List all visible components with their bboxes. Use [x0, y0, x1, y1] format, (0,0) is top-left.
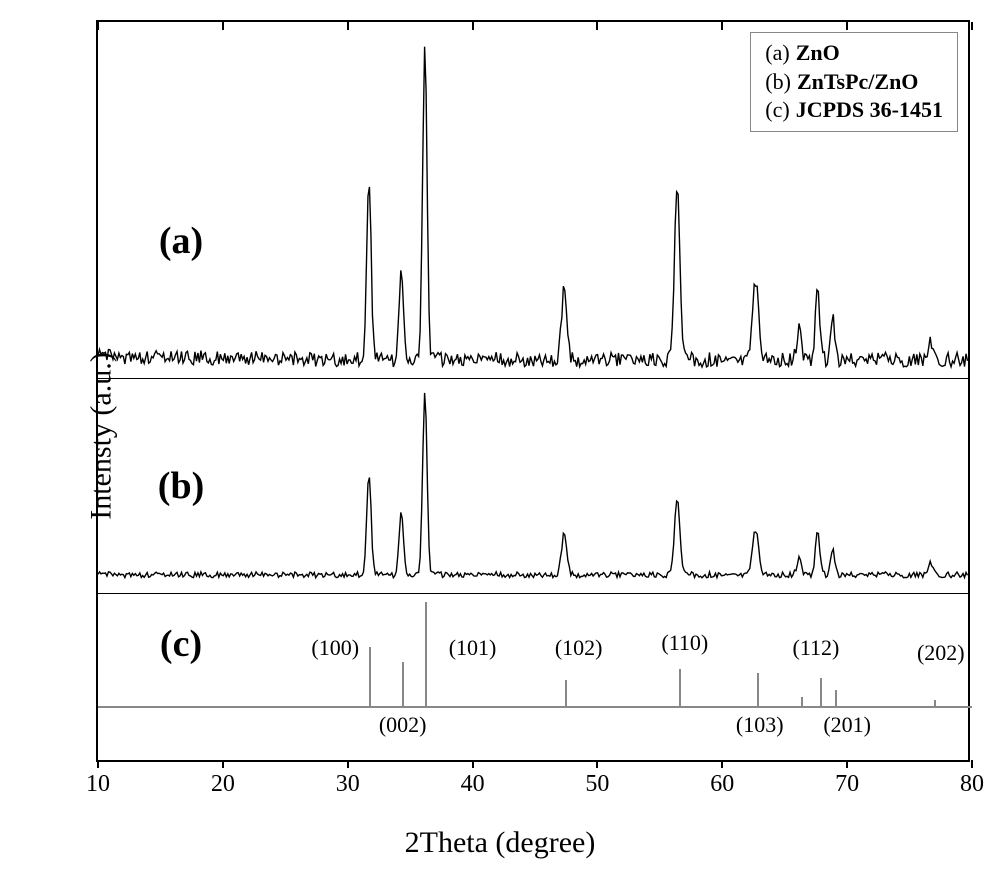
reference-peak — [369, 647, 371, 706]
trace-b — [98, 393, 968, 578]
miller-label: (202) — [917, 640, 965, 666]
reference-peak — [820, 678, 822, 706]
x-tick — [97, 760, 99, 768]
miller-label: (101) — [449, 635, 497, 661]
x-tick-label: 50 — [585, 771, 609, 798]
x-tick-top — [97, 22, 99, 30]
legend-label: ZnTsPc/ZnO — [797, 68, 918, 97]
miller-label: (112) — [793, 635, 840, 661]
legend-row: (b) ZnTsPc/ZnO — [765, 68, 943, 97]
legend-label: JCPDS 36-1451 — [796, 96, 943, 125]
reference-baseline — [98, 706, 972, 708]
reference-peak — [934, 700, 936, 706]
x-tick-top — [971, 22, 973, 30]
x-tick-top — [472, 22, 474, 30]
x-tick — [596, 760, 598, 768]
x-tick — [472, 760, 474, 768]
x-tick — [971, 760, 973, 768]
x-tick-top — [596, 22, 598, 30]
x-tick-label: 60 — [710, 771, 734, 798]
plot-area: (a) (b) (c) (100) (101) (102) (110) (112) (20… — [98, 22, 968, 760]
legend: (a) ZnO (b) ZnTsPc/ZnO (c) JCPDS 36-1451 — [750, 32, 958, 132]
x-tick — [846, 760, 848, 768]
miller-label: (110) — [661, 630, 708, 656]
chart-frame: (a) (b) (c) (100) (101) (102) (110) (112) (20… — [96, 20, 970, 762]
reference-peak — [565, 680, 567, 706]
x-tick — [347, 760, 349, 768]
legend-row: (a) ZnO — [765, 39, 943, 68]
x-tick-label: 20 — [211, 771, 235, 798]
x-tick-label: 80 — [960, 771, 984, 798]
reference-peak — [425, 602, 427, 706]
miller-label: (002) — [379, 712, 427, 738]
legend-key: (c) — [765, 96, 789, 125]
x-tick-top — [846, 22, 848, 30]
x-tick-label: 30 — [336, 771, 360, 798]
reference-peak — [801, 697, 803, 706]
legend-label: ZnO — [796, 39, 840, 68]
x-tick — [222, 760, 224, 768]
reference-peak — [835, 690, 837, 706]
x-tick — [721, 760, 723, 768]
legend-row: (c) JCPDS 36-1451 — [765, 96, 943, 125]
x-axis-label: 2Theta (degree) — [405, 826, 596, 860]
x-tick-top — [222, 22, 224, 30]
x-tick-top — [347, 22, 349, 30]
legend-key: (a) — [765, 39, 789, 68]
reference-peak — [402, 662, 404, 707]
legend-key: (b) — [765, 68, 791, 97]
reference-peak — [757, 673, 759, 706]
x-tick-label: 10 — [86, 771, 110, 798]
x-tick-top — [721, 22, 723, 30]
miller-label: (102) — [555, 635, 603, 661]
miller-label: (100) — [311, 635, 359, 661]
x-tick-label: 70 — [835, 771, 859, 798]
miller-label: (201) — [823, 712, 871, 738]
miller-label: (103) — [736, 712, 784, 738]
reference-peak — [679, 669, 681, 706]
x-tick-label: 40 — [461, 771, 485, 798]
